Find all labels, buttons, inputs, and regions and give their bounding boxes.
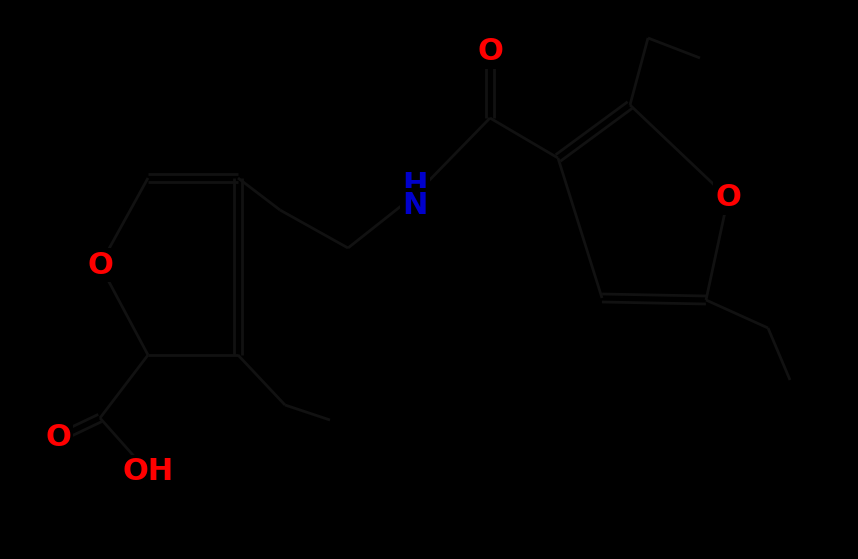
- Text: O: O: [715, 183, 741, 212]
- Text: OH: OH: [123, 457, 173, 486]
- Text: O: O: [477, 37, 503, 67]
- Text: O: O: [87, 250, 113, 280]
- Text: N: N: [402, 191, 427, 220]
- Text: O: O: [45, 424, 71, 452]
- Text: H: H: [402, 170, 427, 200]
